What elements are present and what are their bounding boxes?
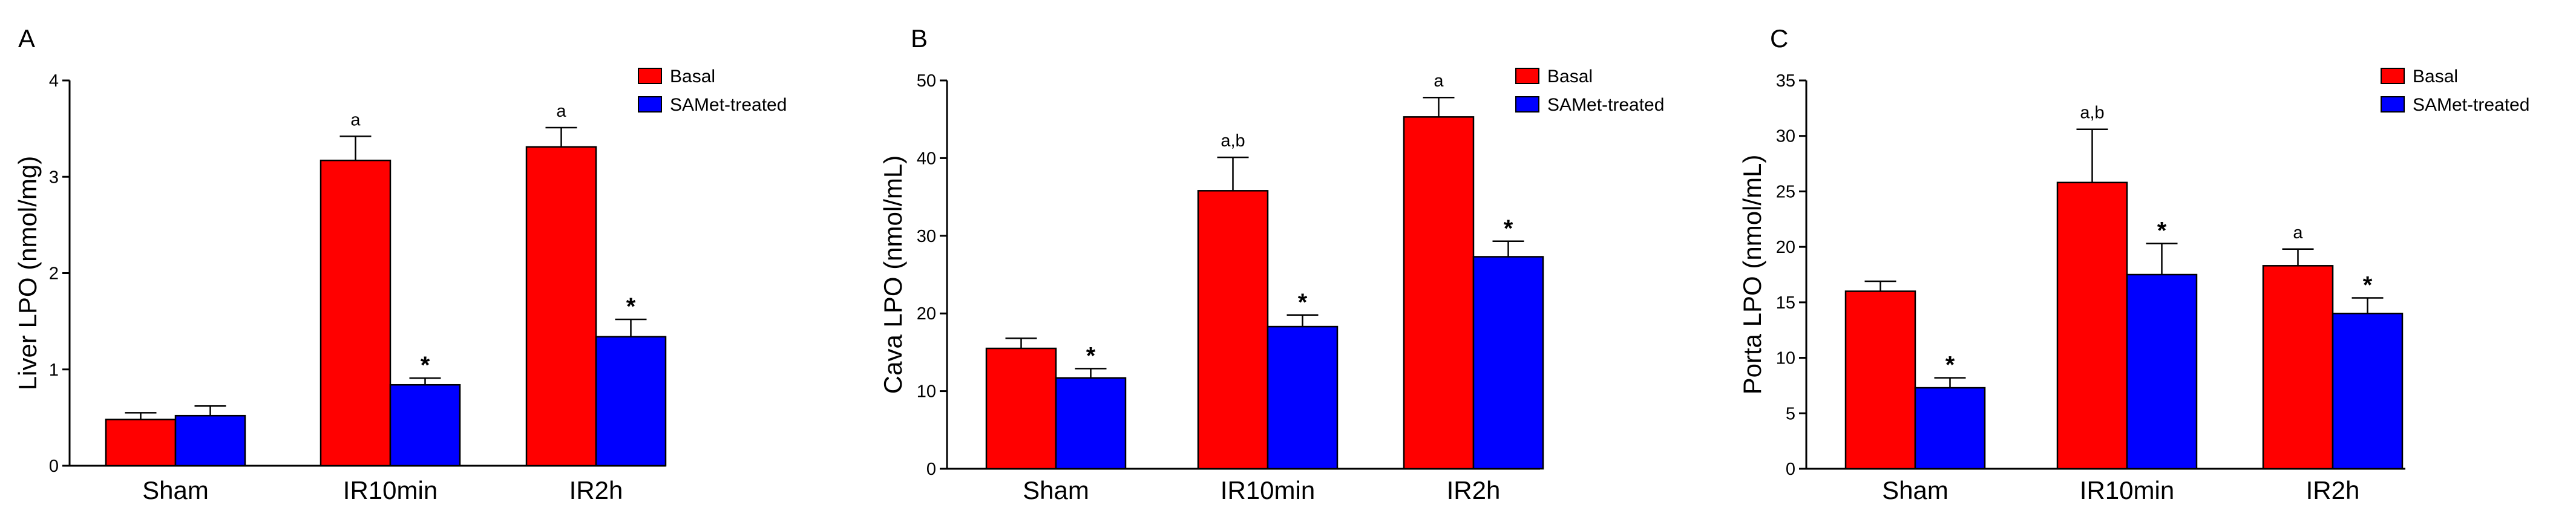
bar-samet-ir2h xyxy=(1472,256,1544,470)
x-category-label: IR10min xyxy=(1221,476,1315,504)
y-tick-label: 0 xyxy=(49,457,59,476)
significance-star: * xyxy=(1086,342,1096,369)
x-category-label: Sham xyxy=(1882,476,1948,504)
bar-samet-sham xyxy=(174,414,246,467)
significance-star: * xyxy=(2363,272,2373,299)
bar-basal-ir10min xyxy=(2056,181,2128,470)
y-tick-label: 40 xyxy=(917,149,936,168)
y-tick-label: 30 xyxy=(1776,127,1795,146)
bar-basal-sham xyxy=(1844,290,1916,470)
significance-letter: a xyxy=(1434,71,1444,91)
bar-basal-sham xyxy=(105,419,177,467)
bar-samet-ir10min xyxy=(2126,273,2198,470)
bar-samet-ir10min xyxy=(389,383,461,467)
significance-star: * xyxy=(1298,289,1308,316)
y-tick-label: 5 xyxy=(1786,404,1795,423)
y-axis-label: Liver LPO (nmol/mg) xyxy=(13,156,42,390)
legend-label: SAMet-treated xyxy=(2413,95,2529,115)
bar-samet-sham xyxy=(1914,387,1986,470)
x-category-label: IR2h xyxy=(1447,476,1501,504)
panel-label: B xyxy=(911,24,928,53)
legend-label: Basal xyxy=(670,67,715,86)
bar-basal-ir2h xyxy=(2262,265,2334,470)
legend-swatch-basal xyxy=(2381,68,2405,84)
bar-basal-sham xyxy=(985,347,1057,470)
panel-label: A xyxy=(18,24,35,53)
significance-letter: a xyxy=(2293,223,2303,243)
significance-letter: a,b xyxy=(1221,131,1245,151)
legend-label: Basal xyxy=(2413,67,2458,86)
y-tick-label: 4 xyxy=(49,71,59,91)
x-category-label: Sham xyxy=(1023,476,1089,504)
bar-basal-ir2h xyxy=(1403,116,1475,470)
y-axis-label: Porta LPO (nmol/mL) xyxy=(1738,155,1766,395)
legend-label: SAMet-treated xyxy=(1547,95,1664,115)
significance-letter: a xyxy=(556,102,566,121)
y-tick-label: 0 xyxy=(1786,460,1795,479)
y-tick-label: 35 xyxy=(1776,71,1795,91)
y-tick-label: 3 xyxy=(49,168,59,187)
significance-star: * xyxy=(1945,352,1955,379)
panel-label: C xyxy=(1770,24,1788,53)
legend-swatch-samet xyxy=(1515,96,1539,113)
y-tick-label: 0 xyxy=(926,460,936,479)
y-tick-label: 30 xyxy=(917,227,936,246)
significance-letter: a xyxy=(350,110,361,129)
legend-swatch-basal xyxy=(1515,68,1539,84)
significance-star: * xyxy=(421,352,430,379)
y-tick-label: 25 xyxy=(1776,182,1795,201)
significance-star: * xyxy=(2157,218,2167,244)
y-tick-label: 50 xyxy=(917,71,936,91)
bar-basal-ir10min xyxy=(320,159,392,467)
y-tick-label: 20 xyxy=(1776,238,1795,257)
bar-samet-ir10min xyxy=(1267,325,1339,470)
bar-basal-ir10min xyxy=(1197,190,1269,470)
panel-a: A Liver LPO (nmol/mg) 0 1 2 3 4 Sham a * IR10min a *… xyxy=(13,24,787,504)
x-category-label: IR2h xyxy=(2306,476,2360,504)
panel-c: C Porta LPO (nmol/mL) 0 5 10 15 20 25 30 35 * Sham a… xyxy=(1738,24,2529,504)
y-axis-label: Cava LPO (nmol/mL) xyxy=(879,155,907,394)
legend-label: Basal xyxy=(1547,67,1593,86)
x-category-label: IR2h xyxy=(569,476,623,504)
panel-b: B Cava LPO (nmol/mL) 0 10 20 30 40 50 * Sham a,b * I… xyxy=(879,24,1664,504)
y-tick-label: 1 xyxy=(49,361,59,380)
significance-star: * xyxy=(1504,215,1513,242)
bar-basal-ir2h xyxy=(525,146,597,467)
y-tick-label: 2 xyxy=(49,264,59,284)
significance-letter: a,b xyxy=(2080,103,2104,123)
x-category-label: IR10min xyxy=(2080,476,2174,504)
y-tick-label: 20 xyxy=(917,304,936,324)
y-tick-label: 10 xyxy=(1776,349,1795,368)
legend-swatch-basal xyxy=(638,68,662,84)
y-tick-label: 10 xyxy=(917,382,936,402)
legend-swatch-samet xyxy=(2381,96,2405,113)
legend-swatch-samet xyxy=(638,96,662,113)
x-category-label: Sham xyxy=(142,476,209,504)
legend-label: SAMet-treated xyxy=(670,95,787,115)
bar-samet-ir2h xyxy=(595,336,667,467)
bar-samet-ir2h xyxy=(2332,312,2404,470)
bar-samet-sham xyxy=(1055,377,1127,470)
y-tick-label: 15 xyxy=(1776,293,1795,313)
x-category-label: IR10min xyxy=(343,476,438,504)
significance-star: * xyxy=(626,293,636,320)
